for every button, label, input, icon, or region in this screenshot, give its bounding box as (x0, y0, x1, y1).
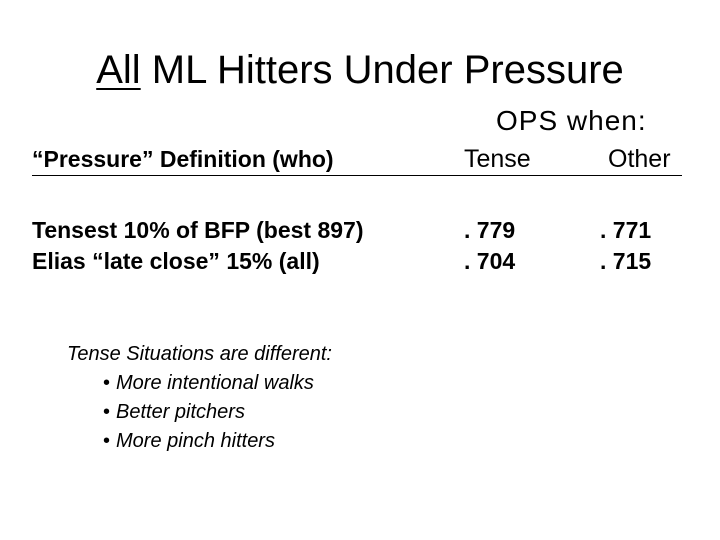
row-tense-value: . 704 (464, 248, 516, 274)
list-item: Better pitchers (103, 398, 332, 427)
list-item-text: More pinch hitters (116, 430, 275, 452)
list-item: More intentional walks (103, 369, 332, 398)
row-other-value: . 771 (600, 217, 652, 243)
notes-heading: Tense Situations are different: (67, 343, 332, 365)
notes-list: More intentional walks Better pitchers M… (67, 369, 332, 456)
list-item-text: More intentional walks (116, 372, 314, 394)
notes-block: Tense Situations are different: More int… (67, 340, 332, 456)
ops-when-label: OPS when: (496, 105, 647, 136)
list-item: More pinch hitters (103, 427, 332, 456)
list-item-text: Better pitchers (116, 401, 245, 423)
row-other-value: . 715 (600, 248, 652, 274)
slide-title: All ML Hitters Under Pressure (0, 44, 720, 96)
header-tense: Tense (456, 143, 592, 176)
title-underlined-word: All (96, 48, 141, 92)
row-definition: Elias “late close” 15% (all) (32, 248, 320, 274)
header-definition: “Pressure” Definition (who) (32, 143, 456, 176)
row-tense-value: . 779 (464, 217, 516, 243)
header-other: Other (592, 143, 682, 176)
title-rest: ML Hitters Under Pressure (140, 48, 624, 92)
row-definition: Tensest 10% of BFP (best 897) (32, 217, 364, 243)
